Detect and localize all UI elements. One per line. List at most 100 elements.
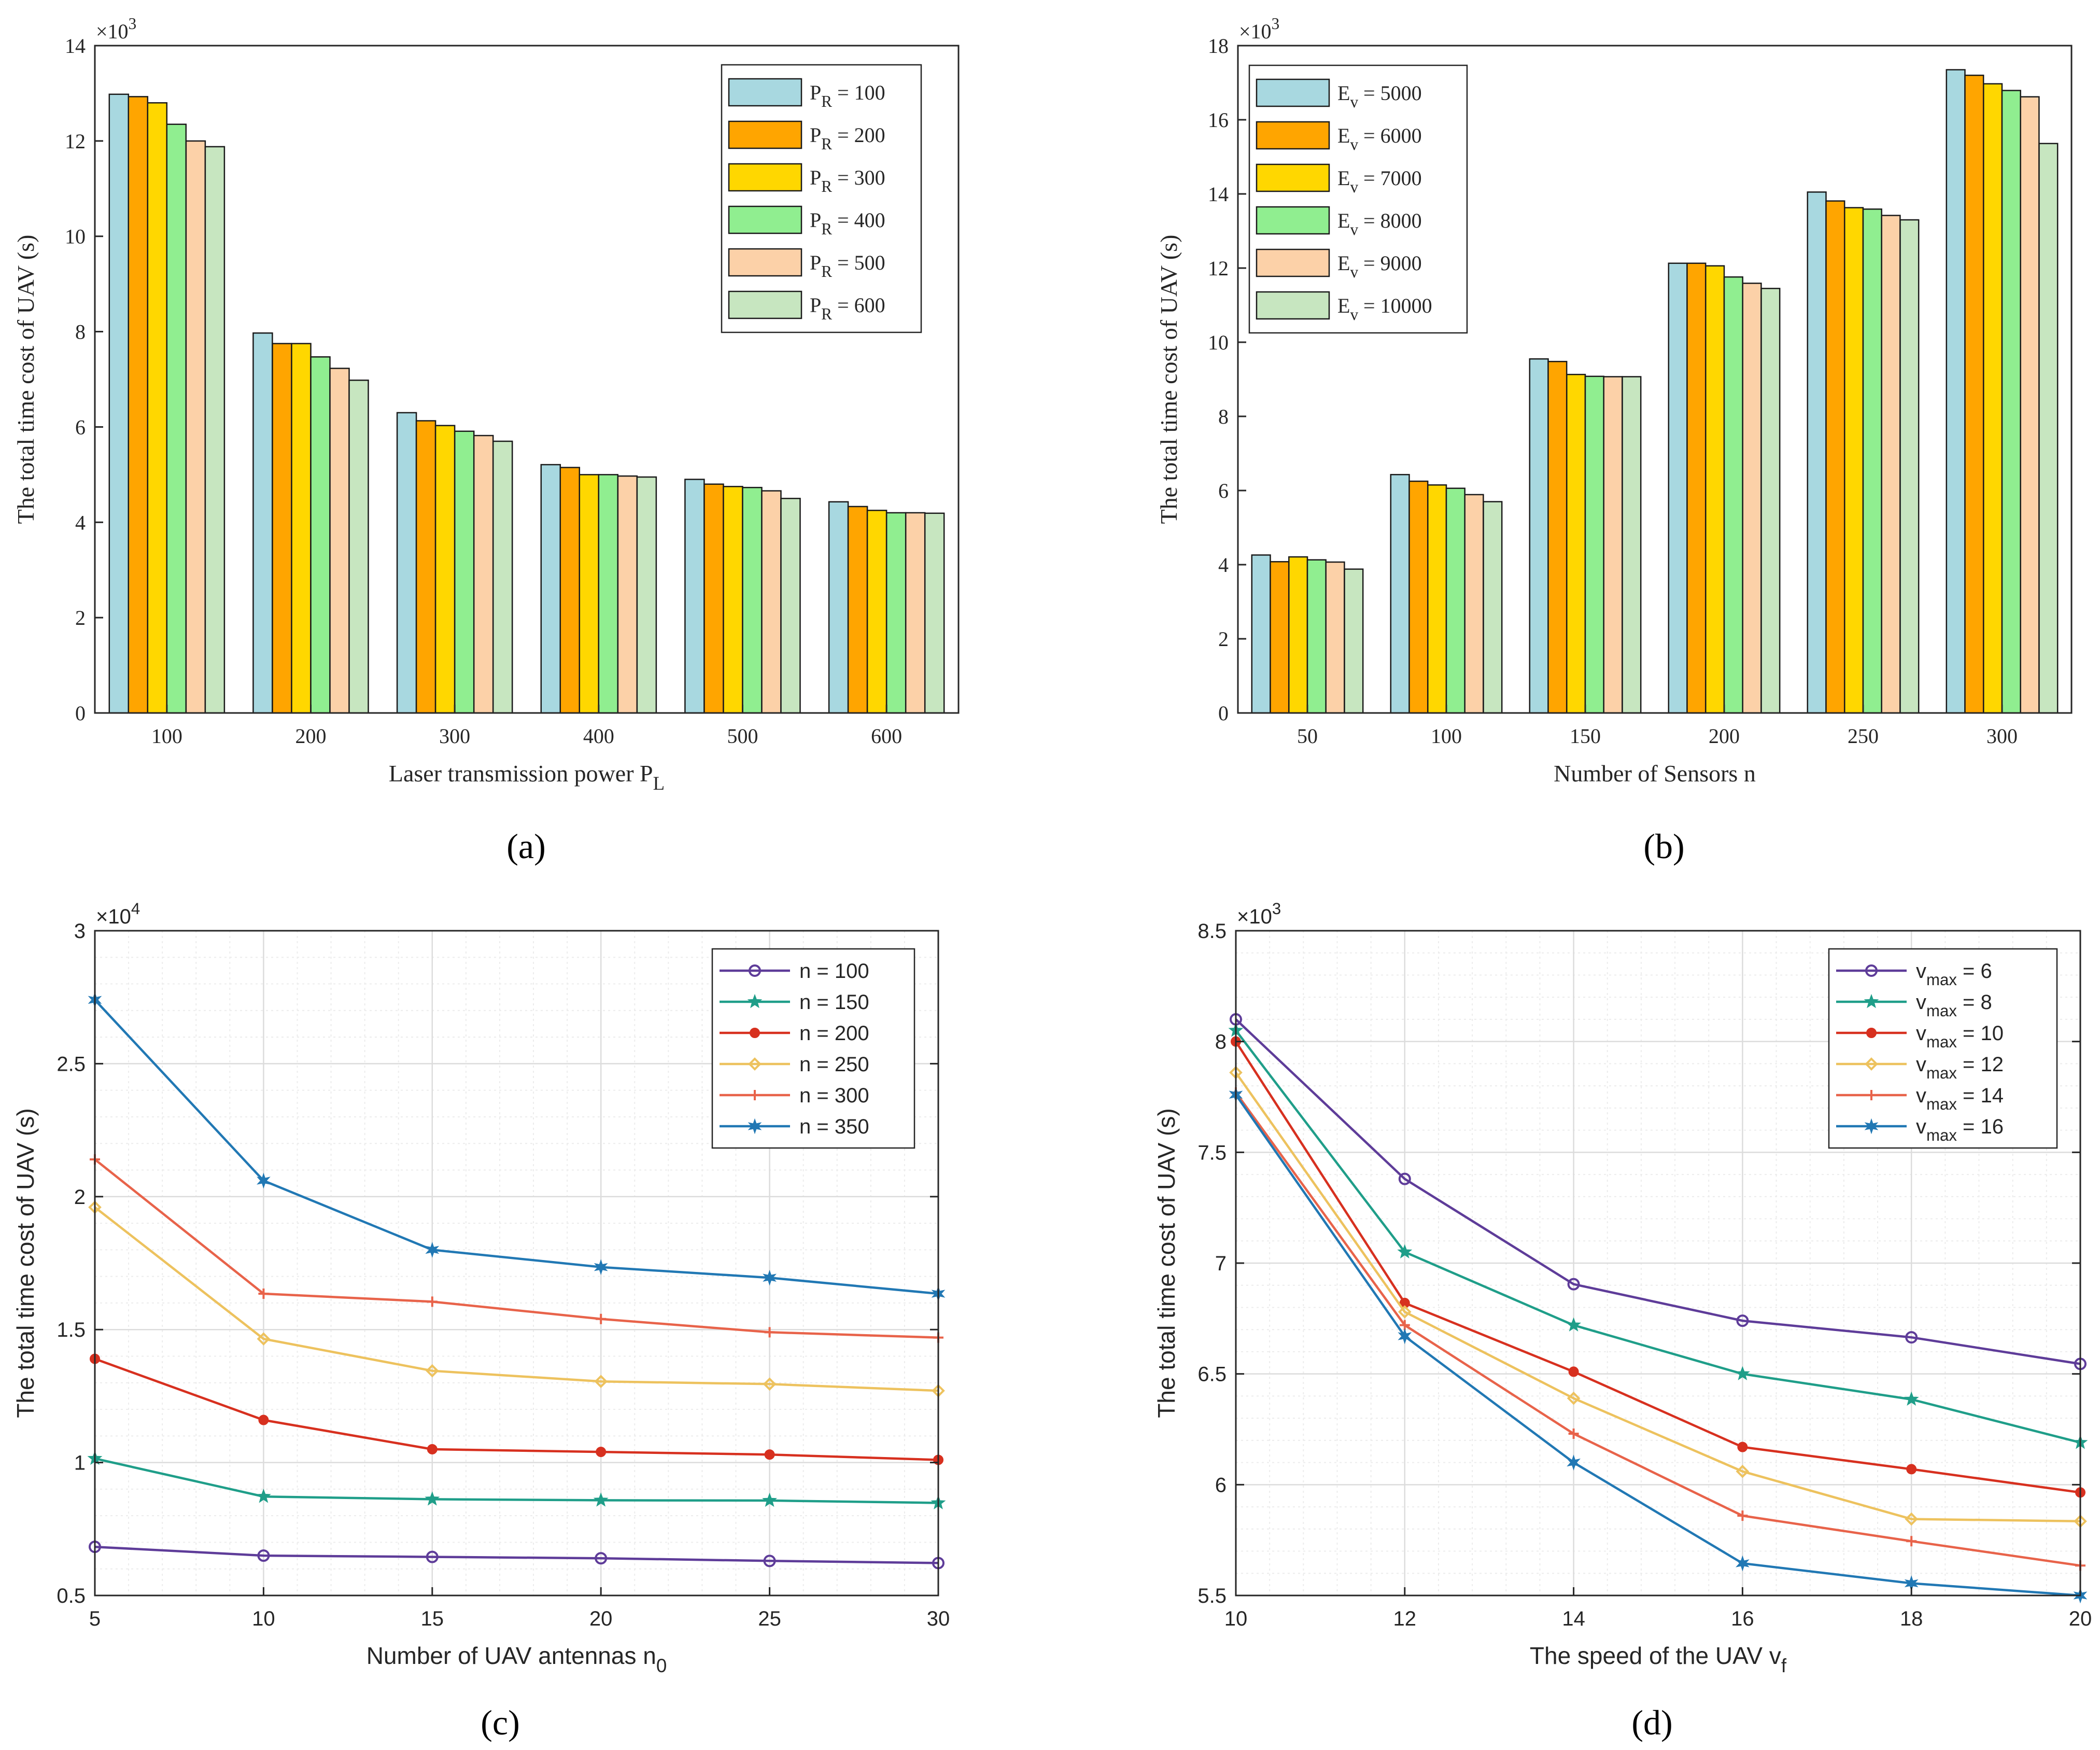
bar-b-s5-c0 — [1344, 568, 1364, 714]
y-tick-label: 6 — [1218, 479, 1229, 502]
point-marker-d-4-2 — [1568, 1429, 1579, 1439]
bar-b-s4-c1 — [1464, 494, 1484, 714]
x-tick-label: 15 — [421, 1607, 444, 1630]
exponent-base: ×10 — [96, 905, 131, 928]
series-line-d-4 — [1235, 1091, 2081, 1567]
legend-value: = 10000 — [1358, 294, 1432, 317]
legend-subscript: max — [1926, 1095, 1957, 1113]
bar-a-s1-c0 — [128, 96, 149, 714]
x-tick-label: 500 — [727, 724, 758, 748]
y-tick-label: 12 — [65, 130, 86, 153]
point-marker-d-3-4 — [1905, 1512, 1919, 1526]
bar-a-s5-c5 — [924, 512, 945, 714]
legend-symbol: v — [1916, 1053, 1926, 1076]
legend-value: = 7000 — [1358, 166, 1422, 190]
legend-subscript: max — [1926, 971, 1957, 989]
series-line-c-5 — [94, 999, 939, 1295]
point-marker-c-3-4 — [763, 1377, 777, 1391]
legend-box — [721, 64, 922, 333]
x-tick-label: 25 — [758, 1607, 781, 1630]
bar-a-s1-c4 — [703, 483, 724, 714]
x-tick-label: 20 — [589, 1607, 613, 1630]
plot-area-frame — [1237, 45, 2073, 714]
legend-entry: n = 150 — [799, 991, 869, 1014]
legend-value: = 8000 — [1358, 209, 1422, 232]
legend-swatch — [1256, 291, 1330, 320]
point-marker-d-3-2 — [1567, 1391, 1581, 1405]
panel-a: 0 2 4 6 8 10 12 14 100 200 300 400 500 600 ×103 The tot… — [12, 15, 960, 866]
legend-symbol: P — [810, 251, 821, 274]
panel-d: 5.5 6 6.5 7 7.5 8 8.5 10 12 14 16 18 20 ×103 The total… — [1153, 900, 2092, 1742]
series-line-d-3 — [1235, 1072, 2081, 1523]
legend-symbol: P — [810, 208, 821, 232]
axis-exponent-label: ×103 — [1237, 900, 1281, 928]
bar-a-s3-c0 — [166, 123, 187, 714]
legend-value: = 600 — [832, 293, 885, 317]
y-tick-label: 8 — [75, 320, 86, 344]
bar-b-s1-c1 — [1408, 480, 1429, 714]
point-marker-d-0-2 — [1567, 1278, 1580, 1291]
x-tick-label: 10 — [1224, 1607, 1248, 1630]
legend-value: = 300 — [832, 166, 885, 189]
legend-subscript: v — [1350, 135, 1358, 153]
exponent-base: ×10 — [96, 20, 129, 43]
legend-value: = 500 — [832, 251, 885, 274]
panel-caption: (b) — [1643, 827, 1684, 866]
legend-symbol: P — [810, 166, 821, 189]
legend-box — [711, 948, 915, 1149]
legend-symbol: P — [810, 81, 821, 104]
legend-value: = 300 — [811, 1084, 869, 1107]
y-tick-label: 2 — [74, 1186, 86, 1209]
series-line-c-1 — [94, 1457, 939, 1504]
legend-entry: Ev = 6000 — [1337, 124, 1422, 153]
series-line-d-2 — [1235, 1041, 2081, 1494]
x-tick-label: 200 — [1709, 724, 1740, 748]
legend-symbol: v — [1916, 1022, 1926, 1045]
bar-a-s0-c5 — [828, 501, 849, 714]
bar-b-s2-c2 — [1566, 373, 1586, 714]
bar-b-s4-c5 — [2020, 96, 2040, 714]
legend-value: = 10 — [1957, 1022, 2004, 1045]
legend-subscript: v — [1350, 93, 1358, 111]
legend-subscript: max — [1926, 1002, 1957, 1020]
y-axis-label: The total time cost of UAV (s) — [1155, 235, 1182, 524]
legend-entry: Ev = 10000 — [1337, 294, 1432, 324]
legend-entry: PR = 500 — [810, 251, 885, 281]
legend-symbol: n — [799, 991, 811, 1014]
legend-swatch — [728, 205, 802, 234]
bar-a-s3-c4 — [742, 486, 763, 714]
legend-entry: vmax = 10 — [1916, 1022, 2004, 1051]
legend-symbol: n — [799, 960, 811, 983]
y-tick-label: 1.5 — [57, 1319, 86, 1341]
point-marker-d-5-3 — [1736, 1555, 1750, 1572]
y-tick-label: 8 — [1218, 405, 1229, 428]
x-tick-label: 300 — [439, 724, 470, 748]
legend-entry: PR = 200 — [810, 123, 885, 153]
legend-value: = 400 — [832, 208, 885, 232]
legend-value: = 200 — [811, 1022, 869, 1045]
bar-a-s2-c4 — [723, 486, 743, 714]
bar-b-s5-c3 — [1760, 288, 1781, 714]
legend-marker — [747, 993, 763, 1009]
bar-a-s3-c2 — [454, 430, 475, 714]
bar-a-s0-c1 — [252, 332, 273, 714]
legend-swatch — [728, 120, 802, 149]
bar-b-s5-c4 — [1899, 219, 1920, 714]
legend-subscript: max — [1926, 1033, 1957, 1051]
legend-subscript: max — [1926, 1126, 1957, 1144]
bar-a-s2-c0 — [147, 102, 168, 714]
point-marker-d-1-3 — [1735, 1366, 1750, 1380]
exponent-power: 4 — [131, 900, 140, 918]
legend-marker — [1866, 1090, 1877, 1100]
bar-a-s2-c3 — [579, 474, 600, 714]
point-marker-d-1-4 — [1904, 1391, 1919, 1406]
legend-subscript: v — [1350, 178, 1358, 196]
point-marker-c-3-1 — [257, 1332, 271, 1346]
legend-marker — [1864, 1118, 1879, 1135]
bar-b-s3-c2 — [1584, 375, 1604, 714]
legend-box — [1828, 948, 2058, 1149]
y-tick-label: 7 — [1215, 1252, 1227, 1275]
